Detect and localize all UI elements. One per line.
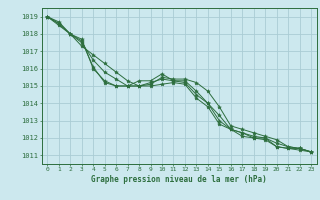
X-axis label: Graphe pression niveau de la mer (hPa): Graphe pression niveau de la mer (hPa): [91, 175, 267, 184]
